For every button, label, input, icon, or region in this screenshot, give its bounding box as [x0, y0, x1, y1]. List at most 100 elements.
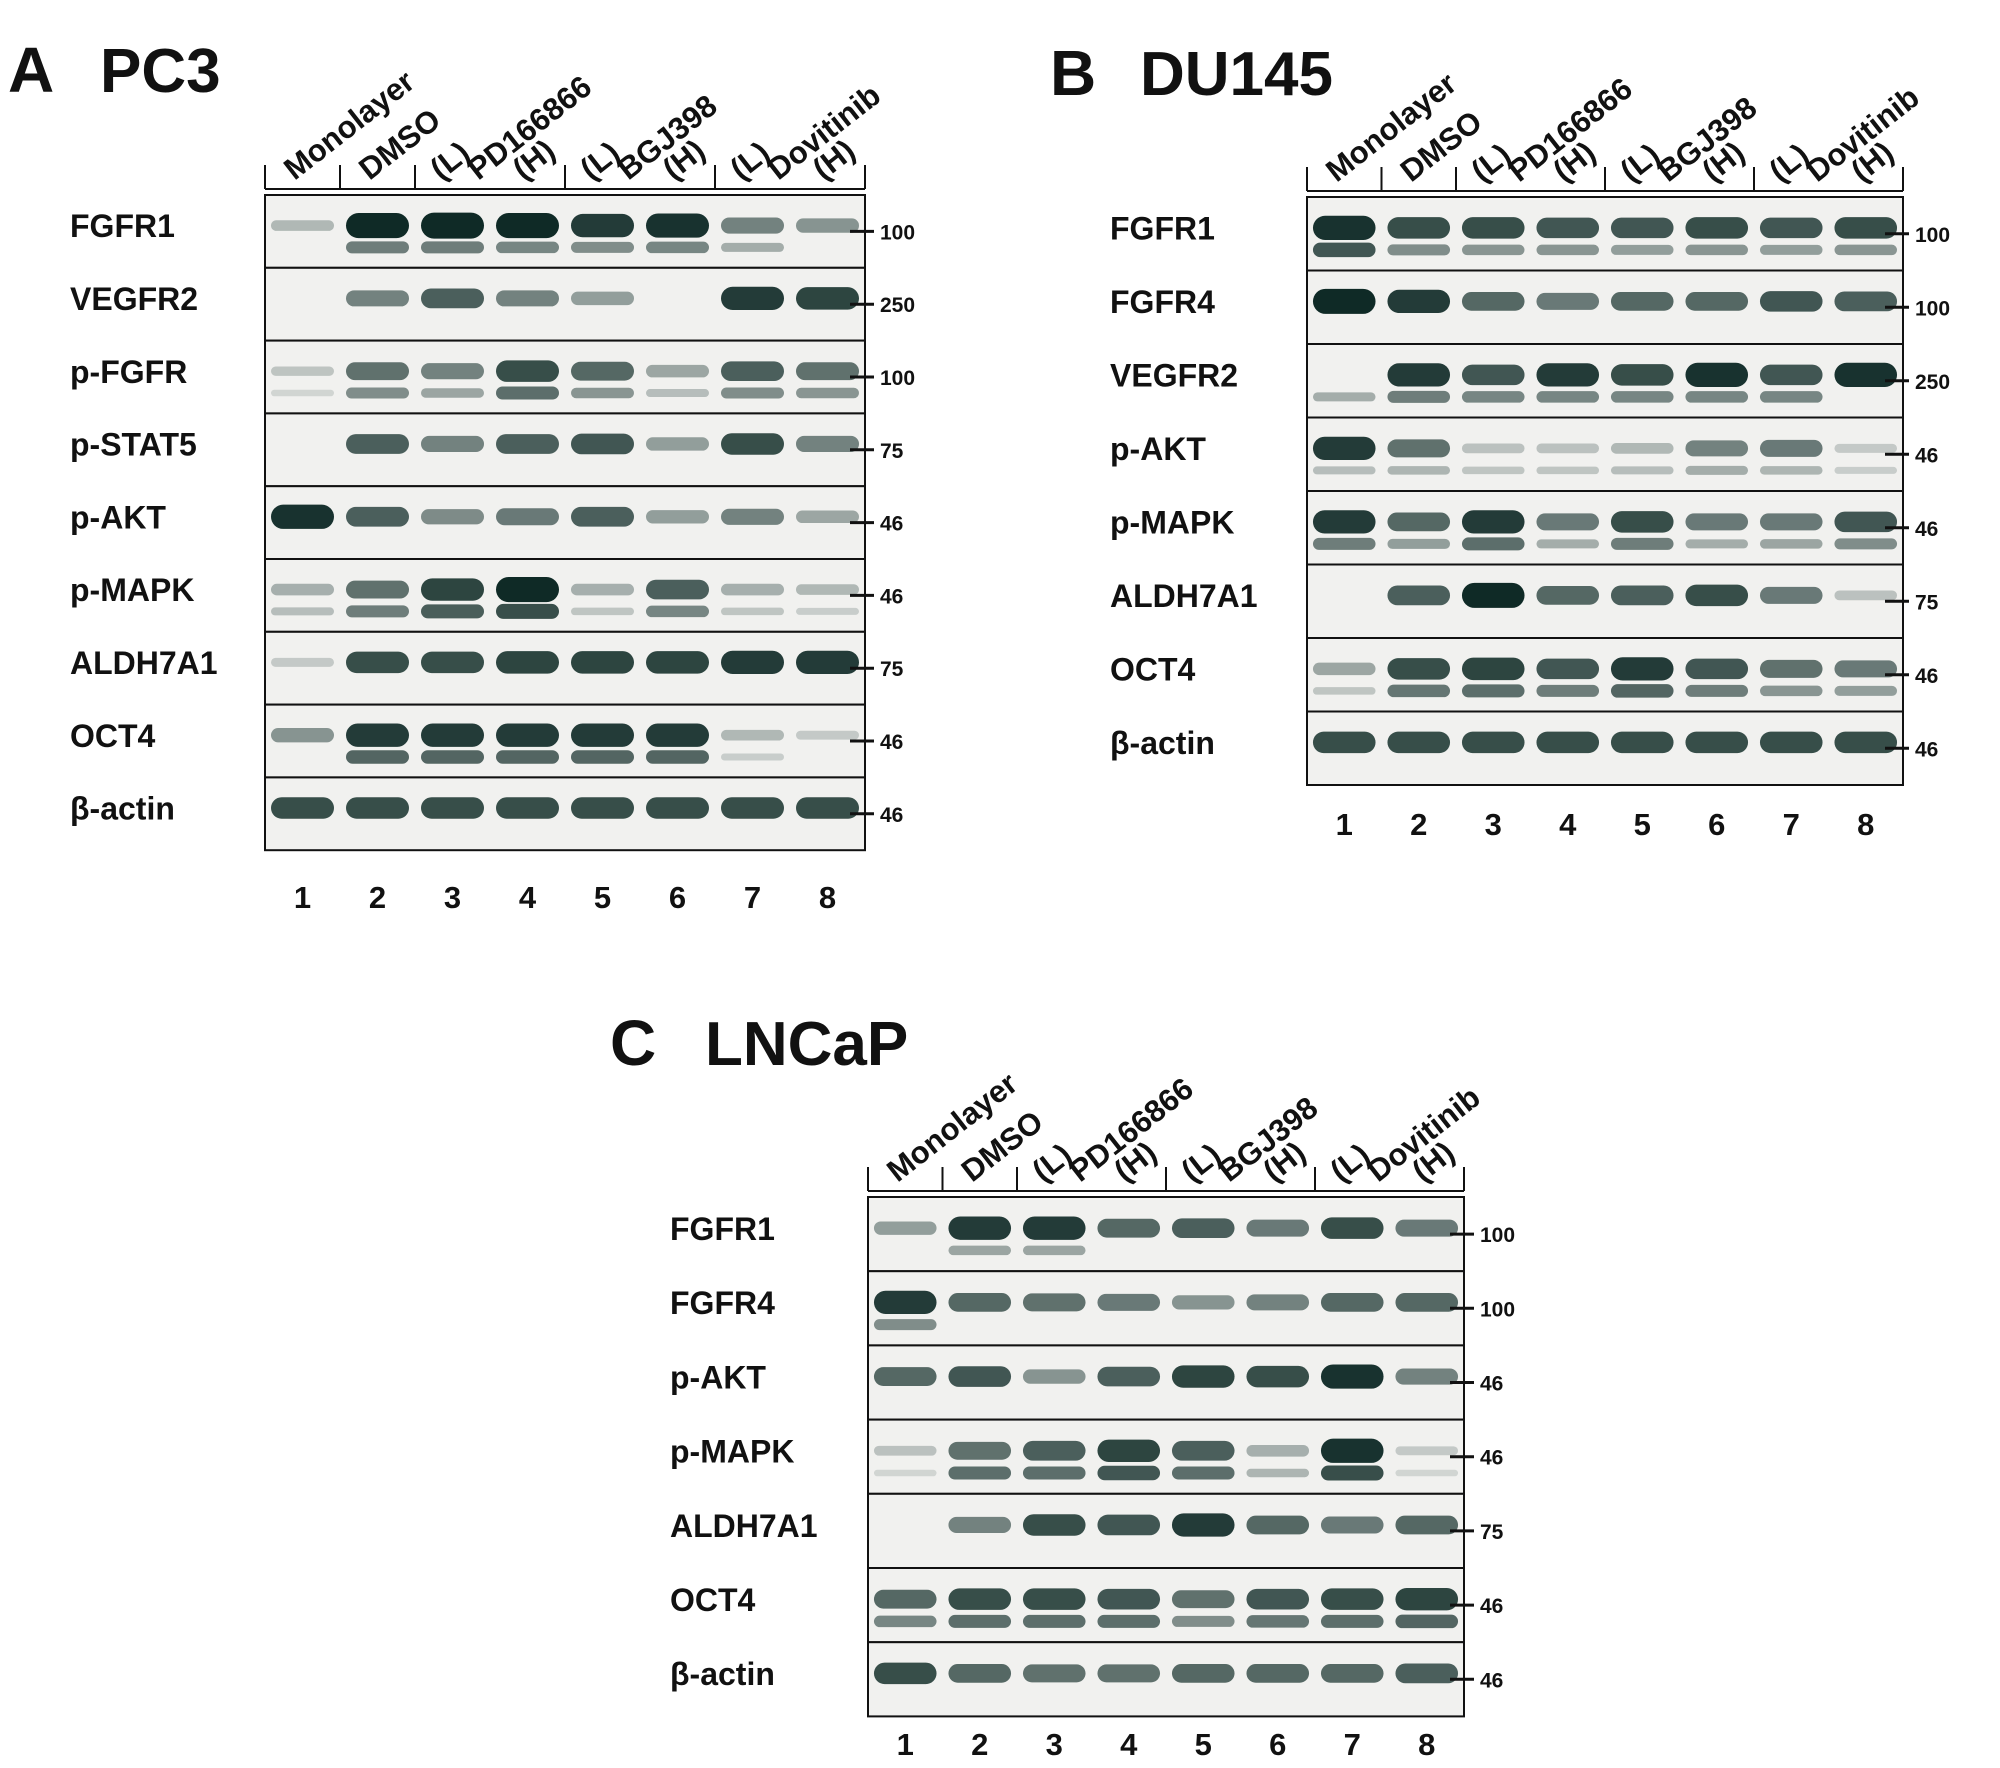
panel-a-band	[571, 797, 634, 819]
panel-a-band-secondary	[346, 750, 409, 764]
panel-c-band	[1022, 1216, 1086, 1240]
panel-c-band	[1395, 1587, 1459, 1611]
panel-c-band-secondary	[1022, 1614, 1086, 1628]
panel-c-band	[873, 1221, 937, 1235]
panel-c-band	[1022, 1369, 1086, 1384]
panel-a-band	[646, 437, 709, 451]
panel-b-band	[1685, 217, 1749, 239]
panel-a-band-secondary	[571, 750, 634, 764]
panel-b-band	[1312, 731, 1376, 754]
panel-c-band	[1395, 1663, 1459, 1684]
panel-b-band-secondary	[1834, 466, 1898, 474]
panel-c-band	[1097, 1366, 1161, 1387]
panel-b-band	[1461, 291, 1525, 311]
panel-a-band-secondary	[496, 241, 559, 254]
panel-a-band-secondary	[271, 607, 334, 616]
panel-b-band-secondary	[1759, 244, 1823, 255]
panel-b-band	[1834, 731, 1898, 754]
panel-b-band	[1685, 584, 1749, 607]
panel-c-band-secondary	[1022, 1245, 1086, 1256]
panel-b-band-secondary	[1759, 539, 1823, 549]
panel-b-row-label: p-AKT	[1110, 431, 1206, 467]
panel-a-band	[721, 286, 784, 311]
panel-b-band-secondary	[1312, 537, 1376, 550]
panel-b-lane-number: 3	[1485, 807, 1502, 842]
panel-b-letter: B	[1050, 37, 1096, 109]
panel-c-band	[873, 1662, 937, 1685]
panel-a-band	[721, 433, 784, 455]
panel-b-band-secondary	[1312, 242, 1376, 258]
panel-a-mw-label: 46	[880, 513, 903, 536]
panel-b-lane-number: 1	[1336, 807, 1353, 842]
panel-b-band	[1387, 731, 1451, 754]
panel-a-mw-label: 250	[880, 294, 915, 317]
panel-a-mw-label: 100	[880, 221, 915, 244]
panel-a-mw-label: 46	[880, 731, 903, 754]
panel-a-band-secondary	[421, 604, 484, 619]
panel-b-band-secondary	[1759, 466, 1823, 475]
panel-c-band	[948, 1663, 1012, 1683]
panel-a-band	[571, 361, 634, 381]
panel-a-band	[721, 729, 784, 741]
panel-c-mw-label: 46	[1480, 1447, 1503, 1470]
panel-c-band	[1320, 1217, 1384, 1239]
panel-c-band	[1246, 1588, 1310, 1610]
panel-c-band-secondary	[1097, 1614, 1161, 1628]
panel-c-band	[873, 1290, 937, 1315]
panel-b-band	[1759, 731, 1823, 754]
panel-c-band-secondary	[1395, 1469, 1459, 1477]
panel-a-band-secondary	[346, 387, 409, 399]
panel-b-mw-label: 46	[1915, 444, 1938, 467]
panel-a-band	[346, 434, 409, 454]
panel-b-band	[1461, 217, 1525, 239]
panel-a-band-secondary	[721, 242, 784, 252]
panel-a-row-label: p-AKT	[70, 499, 166, 535]
panel-b-band	[1685, 513, 1749, 531]
panel-b-lane-number: 7	[1783, 807, 1800, 842]
panel-a-band-secondary	[796, 387, 859, 399]
panel-c-mw-label: 46	[1480, 1669, 1503, 1692]
panel-c-mw-label: 100	[1480, 1224, 1515, 1247]
panel-c-lane-number: 5	[1195, 1727, 1212, 1762]
panel-c-lane-number: 4	[1120, 1727, 1138, 1762]
panel-c-band	[1246, 1515, 1310, 1535]
panel-a-band	[796, 650, 859, 675]
panel-a-band	[496, 651, 559, 674]
panel-b-band	[1387, 439, 1451, 458]
panel-b-band-secondary	[1536, 391, 1600, 403]
panel-c-band	[1246, 1219, 1310, 1237]
panel-a-band	[646, 723, 709, 747]
panel-a-band	[796, 362, 859, 381]
panel-c-lane-number: 1	[897, 1727, 914, 1762]
panel-a-band	[721, 361, 784, 382]
panel-c-band-secondary	[948, 1466, 1012, 1480]
panel-b-band	[1610, 291, 1674, 311]
panel-b-cell-line: DU145	[1140, 40, 1333, 109]
panel-b-band	[1610, 731, 1674, 754]
panel-c-band-secondary	[1171, 1615, 1235, 1627]
panel-a-band	[646, 579, 709, 600]
panel-a-mw-label: 75	[880, 440, 904, 463]
panel-a-band-secondary	[496, 603, 559, 619]
panel-b-mw-label: 75	[1915, 591, 1939, 614]
panel-a-row-label: OCT4	[70, 718, 156, 754]
panel-a-band-secondary	[346, 241, 409, 254]
panel-b-band-secondary	[1461, 466, 1525, 475]
panel-b-band	[1461, 582, 1525, 608]
panel-a-band	[271, 583, 334, 596]
panel-a-lane-number: 4	[519, 880, 537, 915]
panel-c-band	[1395, 1292, 1459, 1312]
panel-b-band	[1610, 585, 1674, 606]
panel-a-band	[271, 366, 334, 376]
panel-a-band	[421, 363, 484, 380]
panel-a-band	[271, 657, 334, 667]
panel-a-band	[346, 506, 409, 527]
panel-a-band	[271, 504, 334, 529]
panel-b-band-secondary	[1461, 391, 1525, 403]
panel-a-row-label: FGFR1	[70, 208, 175, 244]
panel-a-band-secondary	[646, 241, 709, 254]
panel-c-band-secondary	[1246, 1468, 1310, 1478]
panel-a-band-secondary	[496, 750, 559, 764]
